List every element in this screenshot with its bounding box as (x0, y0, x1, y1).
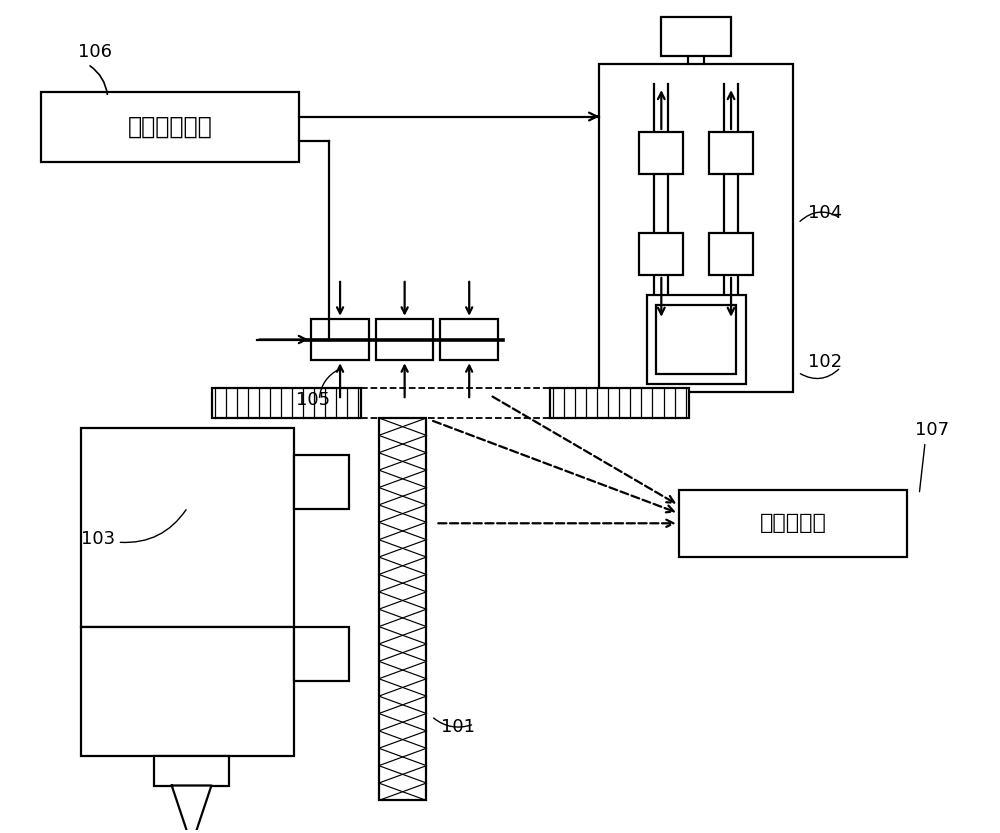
Bar (709, 132, 753, 173)
Text: 105: 105 (296, 391, 330, 409)
Text: 缺陷检测器: 缺陷检测器 (760, 513, 826, 533)
Bar (661, 17, 731, 57)
Bar (376, 319, 433, 361)
Bar (212, 388, 361, 418)
Bar (647, 295, 746, 384)
Text: 104: 104 (808, 204, 842, 222)
Bar (599, 64, 793, 392)
Bar (639, 132, 683, 173)
Bar (639, 233, 683, 275)
Bar (294, 626, 349, 681)
Bar (656, 305, 736, 374)
Bar (311, 319, 369, 361)
Bar (550, 388, 689, 418)
Bar (81, 626, 294, 756)
Bar (440, 319, 498, 361)
Bar (41, 92, 299, 162)
Text: 107: 107 (915, 421, 949, 439)
Text: 101: 101 (441, 717, 475, 736)
Text: 103: 103 (81, 530, 115, 548)
Text: 制动器控制器: 制动器控制器 (128, 115, 213, 139)
Bar (154, 756, 229, 786)
Bar (81, 428, 294, 626)
Bar (679, 490, 907, 557)
Polygon shape (172, 786, 211, 833)
Bar (379, 418, 426, 801)
Bar (709, 233, 753, 275)
Text: 102: 102 (808, 353, 842, 372)
Bar (294, 455, 349, 509)
Text: 106: 106 (78, 43, 112, 62)
